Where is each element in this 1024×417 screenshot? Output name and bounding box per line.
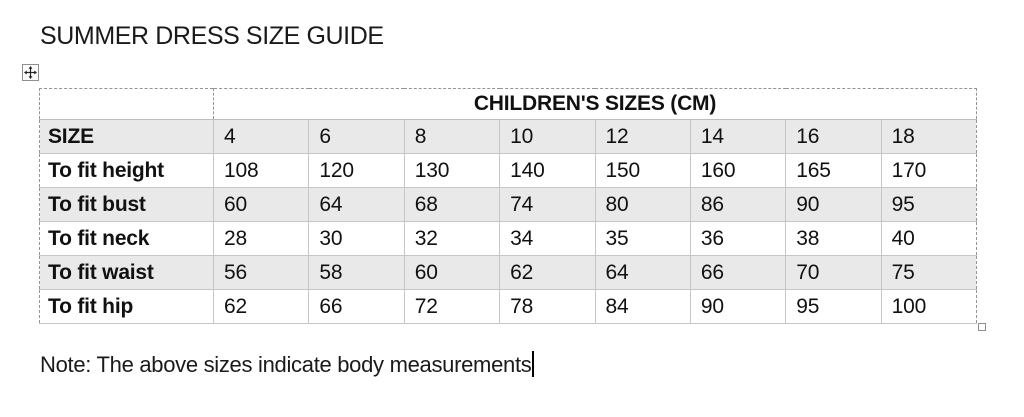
table-cell[interactable]: 170 bbox=[880, 153, 977, 188]
table-row-height: To fit height 108 120 130 140 150 160 16… bbox=[39, 153, 977, 188]
table-move-handle[interactable] bbox=[22, 64, 39, 81]
table-cell[interactable]: 150 bbox=[594, 153, 691, 188]
table-cell[interactable]: 120 bbox=[308, 153, 405, 188]
table-cell[interactable]: 165 bbox=[785, 153, 882, 188]
table-cell[interactable]: 90 bbox=[785, 187, 882, 222]
table-cell[interactable]: 62 bbox=[499, 255, 596, 290]
table-cell[interactable]: 32 bbox=[403, 221, 501, 256]
text-cursor bbox=[532, 351, 535, 377]
table-cell[interactable]: 38 bbox=[785, 221, 882, 256]
table-cell[interactable]: 95 bbox=[785, 289, 882, 324]
table-cell[interactable]: 16 bbox=[785, 119, 882, 154]
table-cell[interactable]: 10 bbox=[499, 119, 596, 154]
table-cell[interactable]: 28 bbox=[212, 221, 310, 256]
table-cell-empty[interactable] bbox=[39, 88, 214, 120]
table-cell[interactable]: 18 bbox=[880, 119, 977, 154]
move-icon bbox=[24, 66, 37, 79]
table-cell[interactable]: 78 bbox=[499, 289, 596, 324]
table-cell[interactable]: 108 bbox=[212, 153, 310, 188]
table-row-size: SIZE 4 6 8 10 12 14 16 18 bbox=[39, 119, 977, 154]
table-cell[interactable]: 30 bbox=[308, 221, 405, 256]
table-cell[interactable]: 66 bbox=[308, 289, 405, 324]
table-cell[interactable]: 68 bbox=[403, 187, 501, 222]
table-row-neck: To fit neck 28 30 32 34 35 36 38 40 bbox=[39, 221, 977, 256]
note-text-content: Note: The above sizes indicate body meas… bbox=[40, 352, 532, 377]
table-cell[interactable]: 60 bbox=[212, 187, 310, 222]
table-cell[interactable]: 130 bbox=[403, 153, 501, 188]
table-merged-header[interactable]: CHILDREN'S SIZES (CM) bbox=[213, 88, 977, 120]
table-cell[interactable]: 34 bbox=[499, 221, 596, 256]
table-cell[interactable]: 8 bbox=[403, 119, 501, 154]
row-label[interactable]: To fit neck bbox=[39, 221, 214, 256]
table-cell[interactable]: 56 bbox=[212, 255, 310, 290]
table-cell[interactable]: 80 bbox=[594, 187, 691, 222]
table-cell[interactable]: 14 bbox=[689, 119, 787, 154]
table-cell[interactable]: 140 bbox=[499, 153, 596, 188]
table-cell[interactable]: 160 bbox=[689, 153, 787, 188]
table-row-hip: To fit hip 62 66 72 78 84 90 95 100 bbox=[39, 289, 977, 324]
table-cell[interactable]: 64 bbox=[594, 255, 691, 290]
table-cell[interactable]: 60 bbox=[403, 255, 501, 290]
table-cell[interactable]: 6 bbox=[308, 119, 405, 154]
row-label[interactable]: To fit height bbox=[39, 153, 214, 188]
size-guide-table: CHILDREN'S SIZES (CM) SIZE 4 6 8 10 12 1… bbox=[39, 88, 977, 324]
table-cell[interactable]: 90 bbox=[689, 289, 787, 324]
table-cell[interactable]: 74 bbox=[499, 187, 596, 222]
table-cell[interactable]: 62 bbox=[212, 289, 310, 324]
table-cell[interactable]: 36 bbox=[689, 221, 787, 256]
table-cell[interactable]: 95 bbox=[880, 187, 977, 222]
table-cell[interactable]: 100 bbox=[880, 289, 977, 324]
row-label[interactable]: To fit hip bbox=[39, 289, 214, 324]
row-label[interactable]: To fit waist bbox=[39, 255, 214, 290]
row-label[interactable]: SIZE bbox=[39, 119, 214, 154]
table-cell[interactable]: 35 bbox=[594, 221, 691, 256]
table-cell[interactable]: 66 bbox=[689, 255, 787, 290]
table-row-bust: To fit bust 60 64 68 74 80 86 90 95 bbox=[39, 187, 977, 222]
table-cell[interactable]: 72 bbox=[403, 289, 501, 324]
table-row-waist: To fit waist 56 58 60 62 64 66 70 75 bbox=[39, 255, 977, 290]
table-cell[interactable]: 40 bbox=[880, 221, 977, 256]
note-text[interactable]: Note: The above sizes indicate body meas… bbox=[40, 350, 535, 380]
row-label[interactable]: To fit bust bbox=[39, 187, 214, 222]
table-cell[interactable]: 86 bbox=[689, 187, 787, 222]
table-cell[interactable]: 4 bbox=[212, 119, 310, 154]
table-resize-handle[interactable] bbox=[978, 323, 986, 331]
table-cell[interactable]: 64 bbox=[308, 187, 405, 222]
table-cell[interactable]: 12 bbox=[594, 119, 691, 154]
page-title[interactable]: SUMMER DRESS SIZE GUIDE bbox=[40, 22, 384, 50]
table-cell[interactable]: 84 bbox=[594, 289, 691, 324]
table-header-row: CHILDREN'S SIZES (CM) bbox=[39, 88, 977, 120]
table-cell[interactable]: 58 bbox=[308, 255, 405, 290]
table-cell[interactable]: 75 bbox=[880, 255, 977, 290]
table-cell[interactable]: 70 bbox=[785, 255, 882, 290]
